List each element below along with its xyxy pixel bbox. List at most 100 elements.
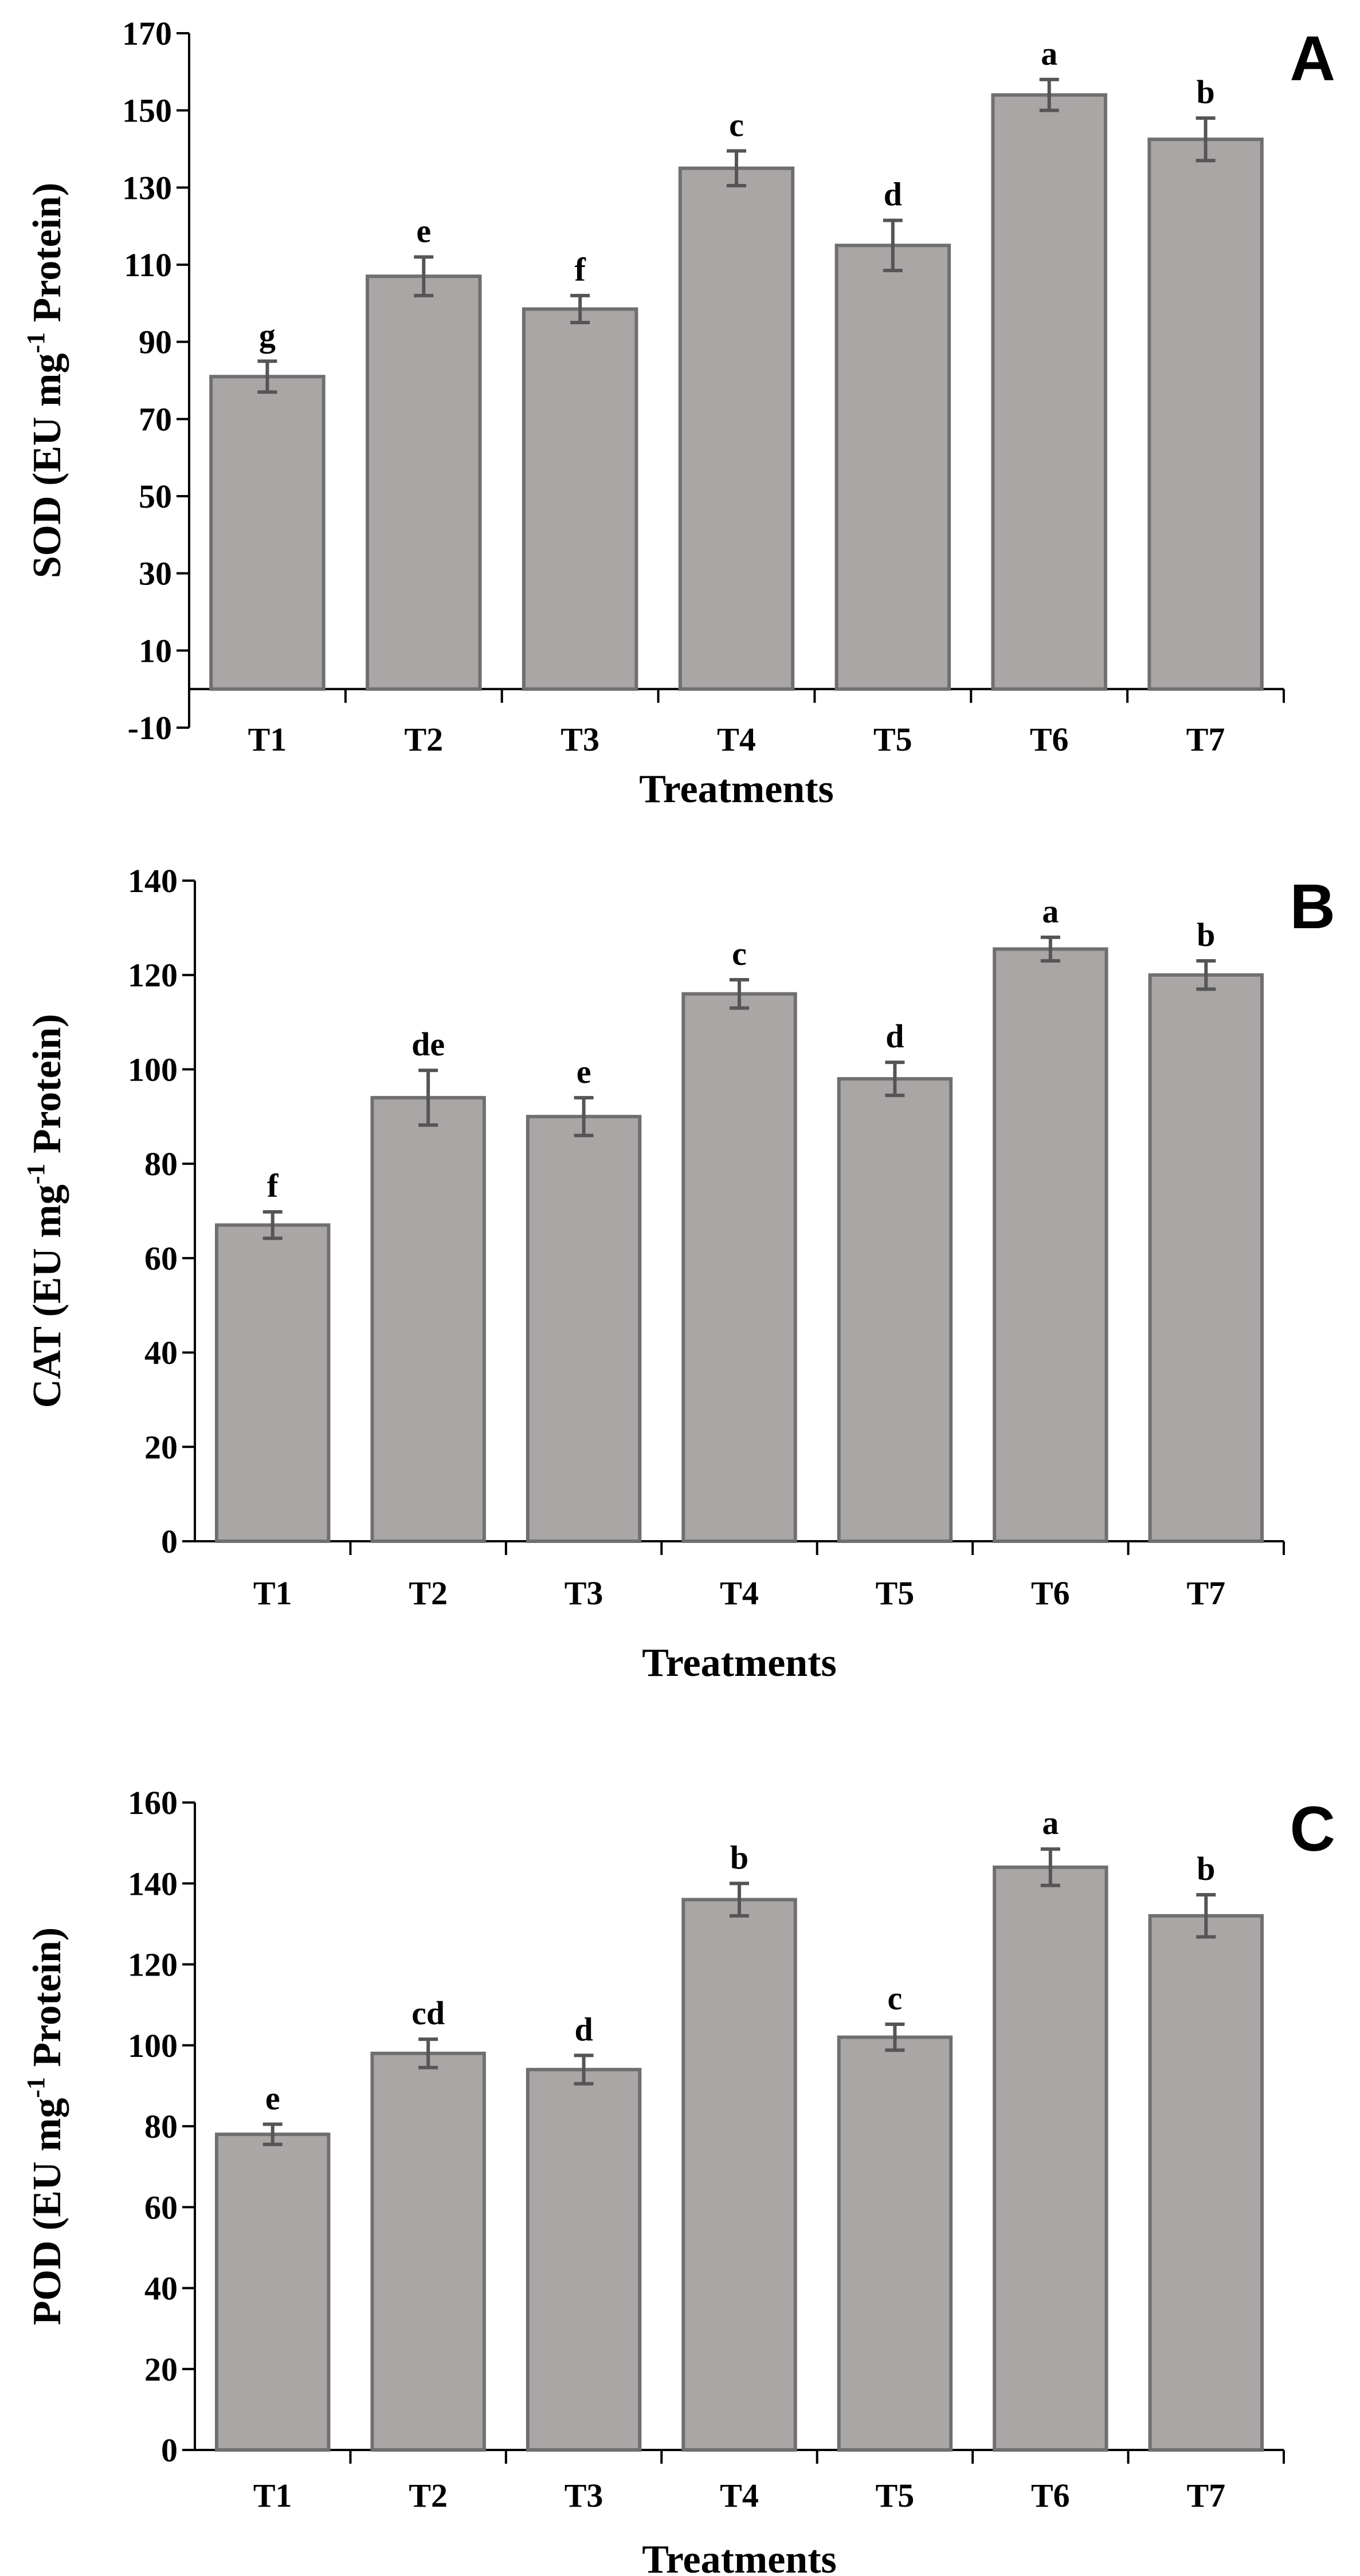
significance-letter-t6: a [1042,1804,1059,1841]
y-tick-label: 150 [122,92,172,129]
y-axis-label-superscript: -1 [22,2077,50,2098]
significance-letter-t5: d [884,176,902,213]
y-tick-label: 0 [161,2432,178,2469]
x-tick-label-t1: T1 [248,721,287,758]
significance-letter-t5: c [888,1980,903,2017]
x-tick-label-t2: T2 [404,721,443,758]
x-axis-label: Treatments [642,2538,837,2576]
significance-letter-t4: c [732,935,747,972]
significance-letter-t1: e [265,2079,280,2116]
bar-t4 [681,1898,797,2452]
y-tick-label: 40 [144,2270,178,2307]
y-tick-label: 140 [128,1865,178,1902]
y-axis-label-main: SOD (EU mg [25,354,69,579]
bar-t2 [370,2051,486,2452]
significance-letter-t5: d [885,1018,904,1055]
bar-t6 [993,1866,1108,2452]
x-tick-label-t6: T6 [1031,1574,1070,1612]
significance-letter-t3: d [574,2010,593,2048]
y-tick-label: 60 [144,2189,178,2226]
y-axis-label: SOD (EU mg-1 Protein) [22,183,69,579]
x-tick-label-t7: T7 [1186,721,1225,758]
y-tick-label: 160 [128,1784,178,1821]
bar-t4 [681,992,797,1543]
bar-t3 [522,307,638,691]
chart-panel-c: 0 20 40 60 80 100 120 140 160 e T1 cd T2 d T3 b T4 c T5 a T6… [22,1784,1335,2576]
y-tick-label: -10 [128,709,172,747]
x-tick-label-t7: T7 [1186,1574,1225,1612]
bar-t3 [526,2068,642,2452]
significance-letter-t6: a [1041,35,1057,72]
y-tick-label: 10 [139,632,172,669]
x-tick-label-t2: T2 [409,1574,448,1612]
significance-letter-t7: b [1197,1850,1215,1887]
bar-t1 [209,375,326,691]
significance-letter-t4: b [730,1839,748,1876]
significance-letter-t7: b [1197,916,1215,953]
significance-letter-t1: f [267,1167,279,1204]
significance-letter-t1: g [259,316,276,354]
x-tick-label-t5: T5 [876,1574,915,1612]
x-tick-label-t4: T4 [720,1574,759,1612]
y-axis-label-unit: Protein) [25,183,69,332]
significance-letter-t3: f [574,251,586,288]
y-tick-label: 120 [128,1946,178,1984]
bar-t5 [837,1077,953,1543]
y-tick-label: 30 [139,555,172,592]
x-tick-label-t6: T6 [1031,2477,1070,2514]
y-axis-label-superscript: -1 [22,1164,50,1185]
panel-letter: C [1290,1794,1335,1864]
panel-letter: B [1290,871,1335,942]
y-axis-label-main: POD (EU mg [25,2098,69,2326]
x-tick-label-t1: T1 [253,2477,292,2514]
bar-t1 [215,2133,331,2452]
bar-t5 [837,2035,953,2452]
y-tick-label: 130 [122,169,172,206]
x-tick-label-t3: T3 [565,1574,603,1612]
x-tick-label-t6: T6 [1030,721,1069,758]
y-axis-label-superscript: -1 [22,332,50,354]
y-tick-label: 80 [144,2108,178,2145]
y-tick-label: 120 [128,957,178,994]
bar-t6 [993,947,1108,1543]
significance-letter-t2: cd [411,1994,445,2032]
x-tick-label-t4: T4 [717,721,756,758]
x-tick-label-t7: T7 [1186,2477,1225,2514]
y-axis-label-unit: Protein) [25,1014,69,1164]
x-tick-label-t4: T4 [720,2477,759,2514]
significance-letter-t2: de [411,1026,445,1063]
bar-t1 [215,1223,331,1543]
y-tick-label: 0 [161,1523,178,1560]
y-tick-label: 90 [139,324,172,361]
bar-t2 [366,274,482,691]
x-tick-label-t2: T2 [409,2477,448,2514]
y-axis-label-unit: Protein) [25,1927,69,2077]
y-tick-label: 140 [128,862,178,900]
panel-letter: A [1290,23,1335,94]
y-tick-label: 20 [144,2351,178,2388]
chart-panel-b: 0 20 40 60 80 100 120 140 f T1 de T2 e T3 c T4 d T5 a T6 b T7… [22,862,1335,1685]
bar-t3 [526,1114,642,1544]
bar-t6 [991,93,1107,691]
bar-t7 [1148,973,1264,1543]
y-tick-label: 110 [124,246,172,284]
significance-letter-t4: c [729,106,744,143]
y-axis-label-main: CAT (EU mg [25,1184,69,1408]
x-axis-label: Treatments [639,767,834,811]
y-tick-label: 100 [128,2027,178,2064]
bar-t2 [370,1095,486,1544]
y-tick-label: 20 [144,1428,178,1466]
chart-panel-a: -10 10 30 50 70 90 110 130 150 170 g T1 e T2 f T3 c T4 d T5… [22,15,1335,811]
significance-letter-t3: e [577,1053,591,1090]
bar-t4 [678,166,795,691]
x-tick-label-t3: T3 [561,721,599,758]
significance-letter-t7: b [1196,73,1214,111]
significance-letter-t6: a [1042,893,1059,930]
bar-t5 [834,244,951,691]
y-tick-label: 100 [128,1051,178,1088]
x-tick-label-t3: T3 [565,2477,603,2514]
bar-t7 [1148,1914,1264,2452]
bar-t7 [1147,138,1264,691]
y-tick-label: 40 [144,1334,178,1372]
